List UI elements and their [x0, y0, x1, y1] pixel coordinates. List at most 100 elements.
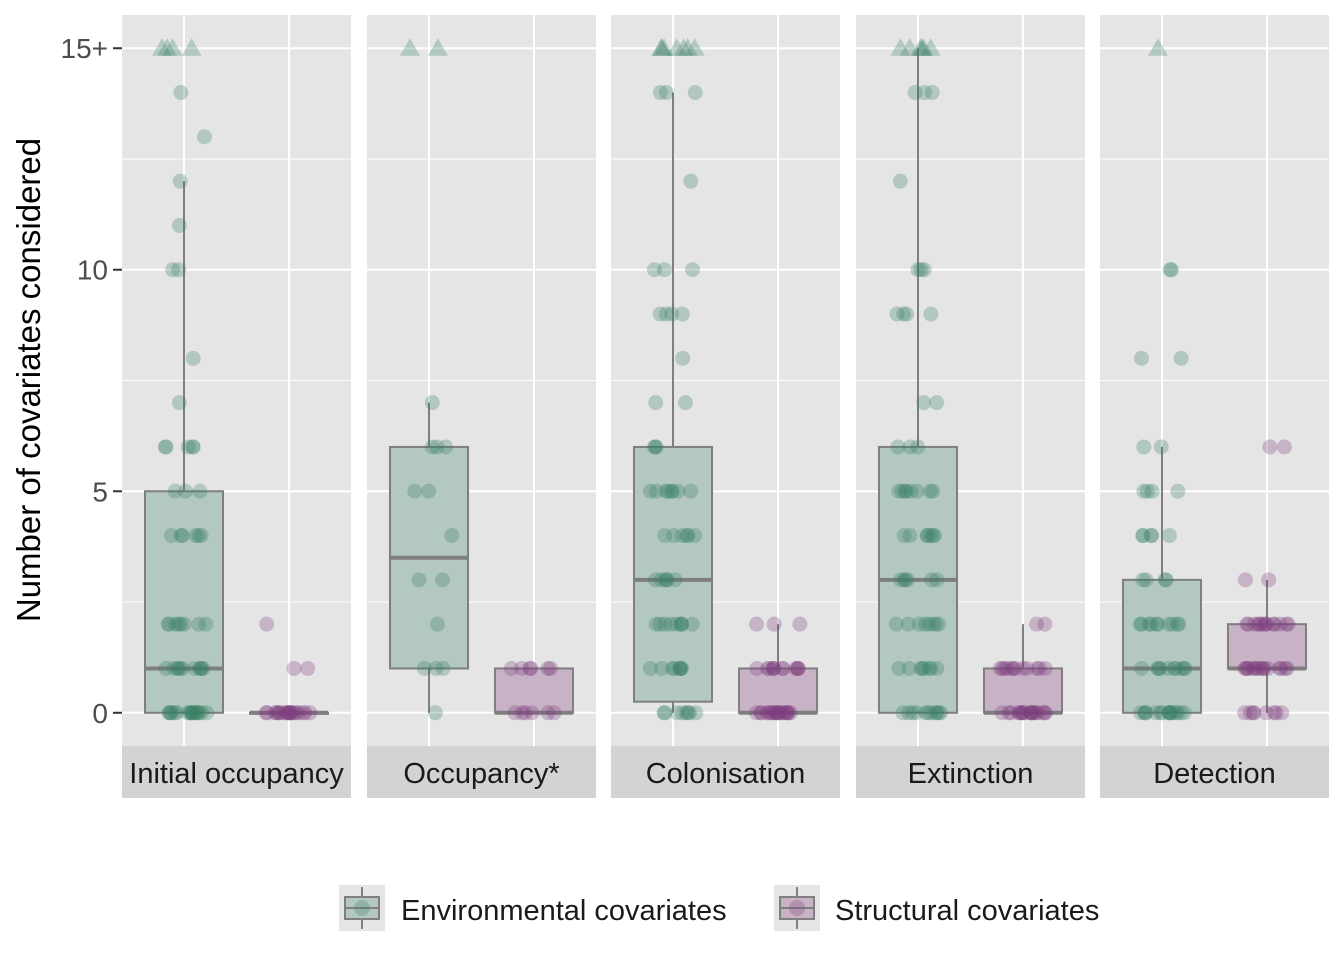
- facet-panel: Occupancy*: [367, 15, 596, 798]
- data-point: [682, 705, 698, 721]
- data-point: [666, 528, 682, 544]
- data-point: [1031, 660, 1047, 676]
- data-point: [167, 483, 183, 499]
- facet-strip: [367, 746, 596, 798]
- data-point: [1023, 705, 1039, 721]
- data-point: [896, 306, 912, 322]
- data-point: [1023, 705, 1039, 721]
- data-point: [1246, 616, 1262, 632]
- data-point: [427, 705, 443, 721]
- data-point: [748, 705, 764, 721]
- capped-point: [162, 38, 183, 56]
- data-point: [173, 85, 189, 101]
- capped-point: [654, 38, 675, 56]
- data-point: [1238, 660, 1254, 676]
- data-point: [543, 660, 559, 676]
- data-point: [924, 572, 940, 588]
- data-point: [546, 705, 562, 721]
- y-tick-label: 15+: [61, 33, 109, 64]
- data-point: [1256, 660, 1272, 676]
- data-point: [424, 439, 440, 455]
- data-point: [658, 85, 674, 101]
- data-point: [1132, 705, 1148, 721]
- data-point: [918, 705, 934, 721]
- data-point: [898, 483, 914, 499]
- data-point: [1132, 616, 1148, 632]
- data-point: [514, 660, 530, 676]
- data-point: [648, 483, 664, 499]
- data-point: [196, 129, 212, 145]
- data-point: [169, 705, 185, 721]
- data-point: [913, 262, 929, 278]
- data-point: [910, 439, 926, 455]
- data-point: [672, 660, 688, 676]
- data-point: [158, 439, 174, 455]
- data-point: [891, 660, 907, 676]
- data-point: [279, 705, 295, 721]
- data-point: [888, 616, 904, 632]
- data-point: [761, 660, 777, 676]
- data-point: [657, 705, 673, 721]
- data-point: [1135, 572, 1151, 588]
- data-point: [1011, 705, 1027, 721]
- data-point: [642, 483, 658, 499]
- data-point: [1133, 350, 1149, 366]
- data-point: [896, 528, 912, 544]
- data-point: [749, 660, 765, 676]
- data-point: [911, 616, 927, 632]
- data-point: [1272, 660, 1288, 676]
- data-point: [1037, 616, 1053, 632]
- data-point: [172, 660, 188, 676]
- data-point: [300, 660, 316, 676]
- data-point: [1239, 616, 1255, 632]
- data-point: [1137, 705, 1153, 721]
- data-point: [1138, 572, 1154, 588]
- data-point: [286, 705, 302, 721]
- data-point: [652, 85, 668, 101]
- y-tick-label: 0: [92, 698, 108, 729]
- data-point: [1164, 705, 1180, 721]
- data-point: [424, 395, 440, 411]
- data-point: [1144, 483, 1160, 499]
- data-point: [687, 528, 703, 544]
- data-point: [921, 616, 937, 632]
- data-point: [1253, 616, 1269, 632]
- capped-point: [181, 38, 202, 56]
- data-point: [1176, 705, 1192, 721]
- data-point: [189, 705, 205, 721]
- data-point: [792, 616, 808, 632]
- legend-label: Structural covariates: [835, 895, 1099, 927]
- facet-strip: [122, 746, 351, 798]
- data-point: [1153, 439, 1169, 455]
- y-axis-title: Number of covariates considered: [10, 138, 47, 622]
- data-point: [1237, 660, 1253, 676]
- data-point: [170, 616, 186, 632]
- data-point: [672, 660, 688, 676]
- data-point: [753, 705, 769, 721]
- data-point: [168, 616, 184, 632]
- capped-point: [910, 38, 931, 56]
- data-point: [191, 705, 207, 721]
- data-point: [673, 616, 689, 632]
- data-point: [1250, 616, 1266, 632]
- data-point: [653, 572, 669, 588]
- data-point: [652, 616, 668, 632]
- data-point: [1158, 572, 1174, 588]
- data-point: [162, 705, 178, 721]
- data-point: [444, 528, 460, 544]
- data-point: [926, 528, 942, 544]
- data-point: [1154, 705, 1170, 721]
- data-point: [768, 705, 784, 721]
- data-point: [167, 705, 183, 721]
- data-point: [779, 705, 795, 721]
- data-point: [429, 439, 445, 455]
- data-point: [790, 660, 806, 676]
- data-point: [184, 705, 200, 721]
- data-point: [183, 705, 199, 721]
- data-point: [908, 705, 924, 721]
- facet-strip-label: Occupancy*: [403, 758, 559, 790]
- data-point: [748, 616, 764, 632]
- data-point: [1252, 616, 1268, 632]
- data-point: [997, 660, 1013, 676]
- data-point: [1135, 528, 1151, 544]
